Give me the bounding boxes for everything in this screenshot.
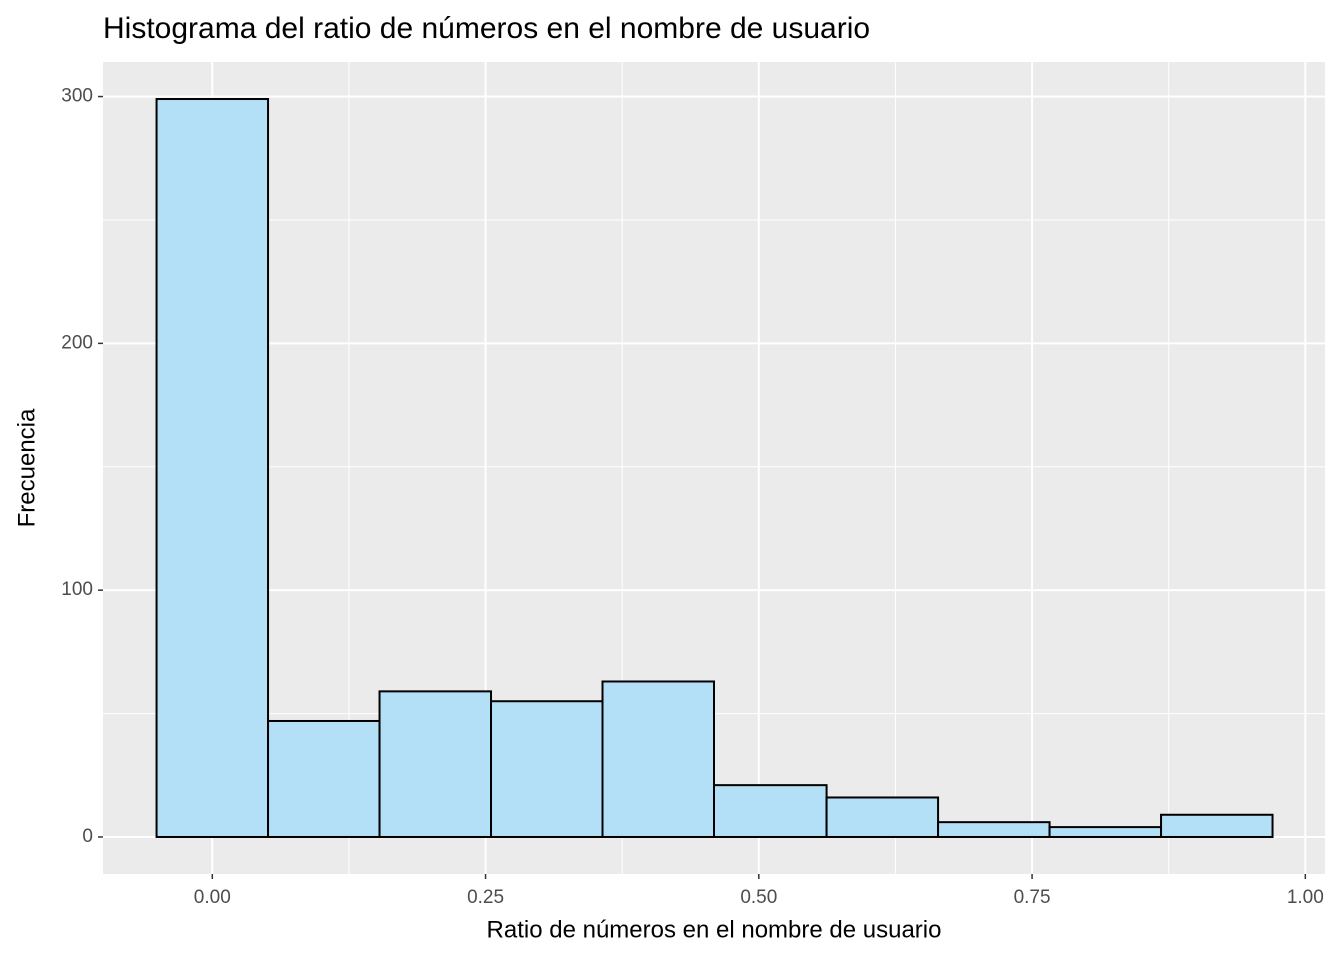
bar bbox=[1160, 813, 1274, 838]
bar bbox=[713, 784, 828, 838]
bar bbox=[155, 98, 270, 838]
x-axis-title: Ratio de números en el nombre de usuario bbox=[487, 916, 942, 943]
bar bbox=[825, 796, 940, 838]
x-tick-label: 1.00 bbox=[1287, 887, 1324, 908]
x-tick-label: 0.50 bbox=[740, 887, 777, 908]
x-tick-label: 0.75 bbox=[1014, 887, 1051, 908]
bar bbox=[937, 821, 1051, 838]
x-tick-label: 0.00 bbox=[194, 887, 231, 908]
y-tick-label: 0 bbox=[82, 826, 93, 847]
x-tick-label: 0.25 bbox=[467, 887, 504, 908]
y-tick-label: 300 bbox=[61, 86, 93, 107]
chart-title: Histograma del ratio de números en el no… bbox=[103, 12, 870, 45]
y-tick-label: 100 bbox=[61, 579, 93, 600]
bar bbox=[1048, 826, 1163, 838]
y-axis-title: Frecuencia bbox=[13, 408, 40, 527]
bar bbox=[378, 690, 493, 838]
y-tick-label: 200 bbox=[61, 332, 93, 353]
bar bbox=[601, 680, 716, 838]
bar bbox=[490, 700, 604, 838]
bar bbox=[267, 719, 381, 838]
